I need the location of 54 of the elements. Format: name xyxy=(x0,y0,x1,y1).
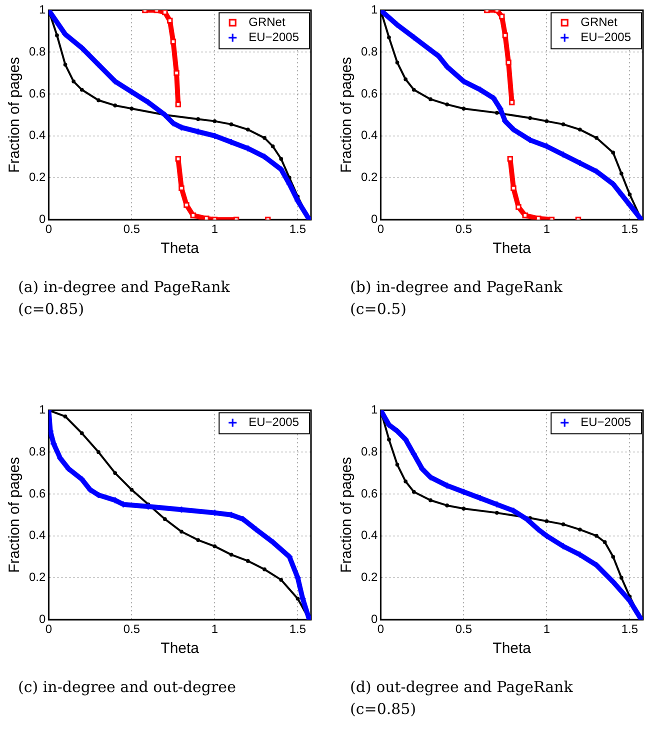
y-tick-label: 0.6 xyxy=(360,486,378,500)
y-tick-label: 0.4 xyxy=(28,528,46,542)
x-axis-title: Theta xyxy=(160,240,200,258)
y-tick-label: 0.6 xyxy=(360,86,378,100)
text: (c) in-degree and out-degree xyxy=(18,677,237,698)
x-tick-label: 0.5 xyxy=(123,622,140,636)
x-tick-label: 1 xyxy=(543,222,550,236)
y-tick-label: 1 xyxy=(38,2,46,17)
y-axis-title: Fraction of pages xyxy=(338,56,356,173)
y-tick-label: 0.2 xyxy=(28,570,46,584)
y-tick-label: 1 xyxy=(38,402,46,417)
y-tick-label: 0.2 xyxy=(28,170,46,184)
y-tick-label: 0.2 xyxy=(360,570,378,584)
legend-label: EU−2005 xyxy=(580,30,632,44)
x-tick-label: 1 xyxy=(543,622,550,636)
text: (a) in-degree and PageRank (c=0.85) xyxy=(18,277,231,320)
x-tick-label: 1.5 xyxy=(289,622,306,636)
y-tick-label: 1 xyxy=(370,402,378,417)
x-axis-title: Theta xyxy=(160,640,200,658)
x-tick-label: 0.5 xyxy=(123,222,140,236)
text: (b) in-degree and PageRank (c=0.5) xyxy=(350,277,564,320)
legend-label: GRNet xyxy=(580,15,618,30)
x-tick-label: 1.5 xyxy=(289,222,306,236)
y-tick-label: 0.8 xyxy=(360,44,378,58)
y-tick-label: 0.8 xyxy=(28,44,46,58)
x-tick-label: 1 xyxy=(211,622,218,636)
text: (d) out-degree and PageRank (c=0.85) xyxy=(350,677,574,720)
legend-label: EU−2005 xyxy=(580,415,632,430)
x-tick-label: 0.5 xyxy=(455,622,472,636)
x-tick-label: 1.5 xyxy=(621,622,638,636)
legend-label: EU−2005 xyxy=(248,30,300,44)
y-tick-label: 0 xyxy=(370,612,378,626)
y-tick-label: 0.6 xyxy=(28,486,46,500)
y-tick-label: 0.2 xyxy=(360,170,378,184)
legend-label: GRNet xyxy=(248,15,286,30)
y-axis-title: Fraction of pages xyxy=(338,456,356,573)
y-tick-label: 0.8 xyxy=(360,444,378,458)
y-axis-title: Fraction of pages xyxy=(6,456,24,573)
x-axis-title: Theta xyxy=(492,640,532,658)
y-axis-title: Fraction of pages xyxy=(6,56,24,173)
y-tick-label: 0.8 xyxy=(28,444,46,458)
y-tick-label: 0 xyxy=(370,212,378,226)
y-tick-label: 0 xyxy=(38,612,46,626)
y-tick-label: 0 xyxy=(38,212,46,226)
x-tick-label: 1.5 xyxy=(621,222,638,236)
y-tick-label: 1 xyxy=(370,2,378,17)
y-tick-label: 0.4 xyxy=(28,128,46,142)
x-tick-label: 1 xyxy=(211,222,218,236)
y-tick-label: 0.4 xyxy=(360,128,378,142)
y-tick-label: 0.4 xyxy=(360,528,378,542)
x-tick-label: 0.5 xyxy=(455,222,472,236)
x-axis-title: Theta xyxy=(492,240,532,258)
legend-label: EU−2005 xyxy=(248,415,300,430)
y-tick-label: 0.6 xyxy=(28,86,46,100)
